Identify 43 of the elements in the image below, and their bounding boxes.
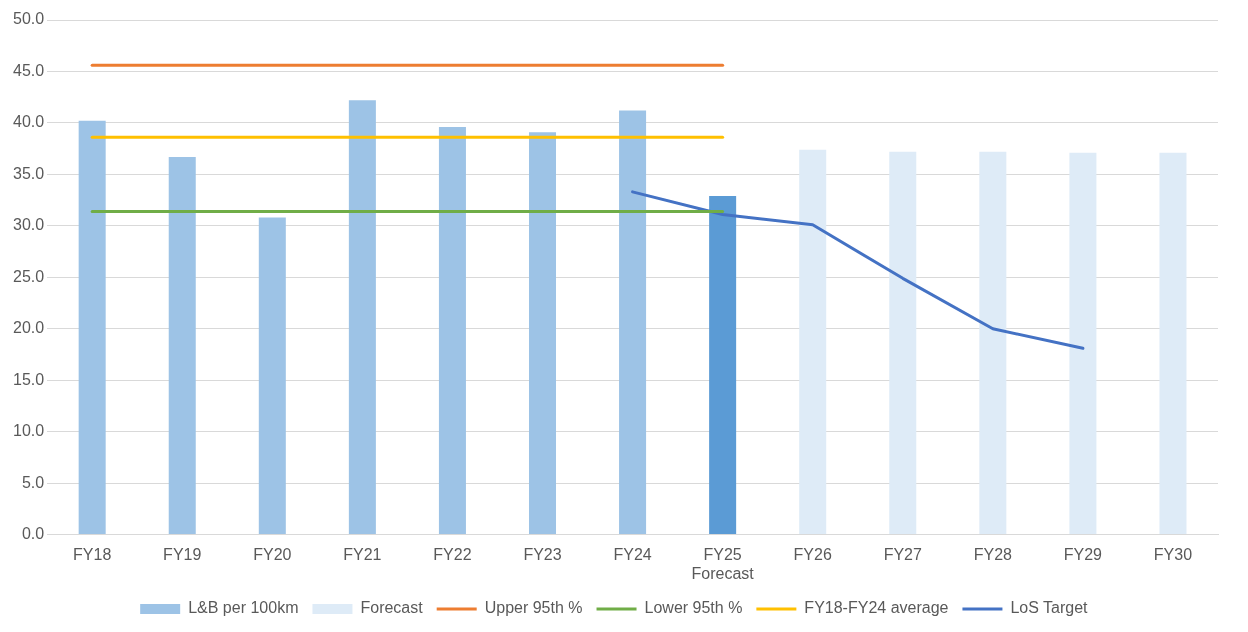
bar [438, 127, 466, 535]
y-tick-label: 40.0 [13, 113, 45, 131]
x-tick-label: FY20 [253, 545, 292, 563]
legend-label: Lower 95th % [644, 599, 743, 617]
y-tick-label: 35.0 [13, 164, 45, 182]
y-tick-label: 25.0 [13, 267, 45, 285]
legend-label: Forecast [360, 599, 424, 617]
x-tick-label: FY30 [1153, 545, 1193, 563]
bar [348, 100, 376, 535]
legend-label: Upper 95th % [484, 599, 583, 617]
x-tick-label: FY29 [1063, 545, 1103, 563]
y-tick-label: 45.0 [13, 61, 45, 79]
bar [528, 132, 557, 535]
bar [709, 195, 737, 535]
x-tick-label: FY24 [613, 545, 652, 563]
y-tick-label: 50.0 [13, 10, 45, 28]
bar [799, 149, 827, 535]
bar [889, 151, 917, 535]
x-tick-label: FY22 [433, 545, 472, 563]
x-tick-label: FY25 Forecast [691, 545, 755, 582]
y-tick-label: 5.0 [21, 473, 45, 491]
y-tick-label: 15.0 [13, 370, 45, 388]
legend-label: FY18-FY24 average [804, 599, 949, 617]
bar [78, 120, 106, 535]
legend-label: LoS Target [1010, 599, 1089, 617]
x-tick-label: FY27 [883, 545, 922, 563]
x-tick-label: FY21 [343, 545, 382, 563]
x-tick-label: FY19 [163, 545, 202, 563]
y-tick-label: 10.0 [13, 422, 45, 440]
bar [619, 110, 647, 535]
x-tick-label: FY18 [73, 545, 112, 563]
bar [168, 156, 196, 535]
x-tick-label: FY26 [793, 545, 832, 563]
y-tick-label: 0.0 [21, 525, 45, 543]
x-tick-label: FY23 [523, 545, 562, 563]
bar [1159, 152, 1187, 535]
legend-label: L&B per 100km [188, 599, 299, 617]
bar [979, 151, 1007, 535]
y-tick-label: 30.0 [13, 216, 45, 234]
x-tick-label: FY28 [973, 545, 1013, 563]
bar [1069, 152, 1097, 535]
bar [258, 217, 286, 535]
y-tick-label: 20.0 [13, 319, 45, 337]
